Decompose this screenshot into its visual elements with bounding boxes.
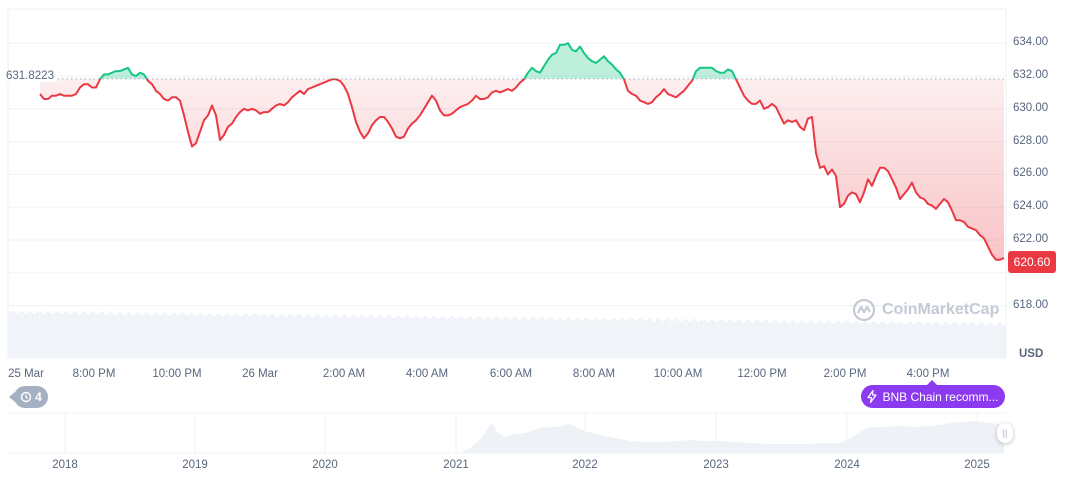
x-tick-label: 8:00 PM (72, 368, 116, 380)
navigator-year-label: 2019 (182, 459, 208, 471)
news-pill[interactable]: BNB Chain recomm... (861, 380, 1005, 408)
y-tick-label: 632.00 (1013, 69, 1049, 81)
y-tick-label: 626.00 (1013, 167, 1049, 180)
lightning-icon (867, 390, 878, 403)
drag-handle-icon: || (1002, 428, 1008, 438)
currency-label: USD (1019, 348, 1044, 360)
navigator-year-label: 2022 (572, 459, 598, 471)
x-tick-label: 4:00 PM (906, 368, 950, 380)
current-price-badge: 620.60 (1008, 251, 1056, 273)
news-label: BNB Chain recomm... (882, 389, 999, 404)
price-line (39, 42, 1005, 261)
navigator[interactable] (8, 412, 1006, 454)
y-tick-label: 618.00 (1013, 298, 1049, 311)
watermark: CoinMarketCap (852, 298, 999, 322)
navigator-year-label: 2024 (834, 459, 860, 471)
x-tick-label: 4:00 AM (405, 368, 449, 380)
x-tick-label: 6:00 AM (489, 368, 533, 380)
navigator-year-label: 2018 (52, 459, 78, 471)
y-tick-label: 622.00 (1013, 233, 1049, 245)
grid-lines (8, 42, 1006, 307)
navigator-year-label: 2021 (443, 459, 469, 471)
y-tick-label: 628.00 (1013, 134, 1049, 147)
events-count: 4 (35, 390, 42, 404)
history-icon (20, 391, 32, 403)
x-tick-label: 25 Mar (8, 368, 44, 380)
navigator-year-label: 2020 (312, 459, 338, 471)
volume-bars (8, 310, 1006, 358)
navigator-year-label: 2025 (964, 459, 990, 471)
watermark-text: CoinMarketCap (882, 301, 1000, 318)
y-tick-label: 630.00 (1013, 101, 1049, 114)
navigator-handle[interactable]: || (997, 423, 1013, 443)
y-tick-label: 634.00 (1013, 36, 1049, 49)
x-tick-label: 26 Mar (242, 368, 278, 380)
reference-price-label: 631.8223 (6, 70, 57, 82)
x-tick-label: 10:00 AM (653, 368, 703, 380)
y-tick-label: 624.00 (1013, 200, 1049, 213)
x-tick-label: 2:00 AM (322, 368, 366, 380)
x-tick-label: 8:00 AM (572, 368, 616, 380)
x-tick-label: 12:00 PM (737, 368, 787, 380)
navigator-year-label: 2023 (703, 459, 729, 471)
area-fills (40, 43, 1004, 260)
x-tick-label: 2:00 PM (823, 368, 867, 380)
events-badge[interactable]: 4 (9, 386, 48, 408)
x-tick-label: 10:00 PM (152, 368, 202, 380)
coinmarketcap-logo-icon (852, 298, 876, 322)
